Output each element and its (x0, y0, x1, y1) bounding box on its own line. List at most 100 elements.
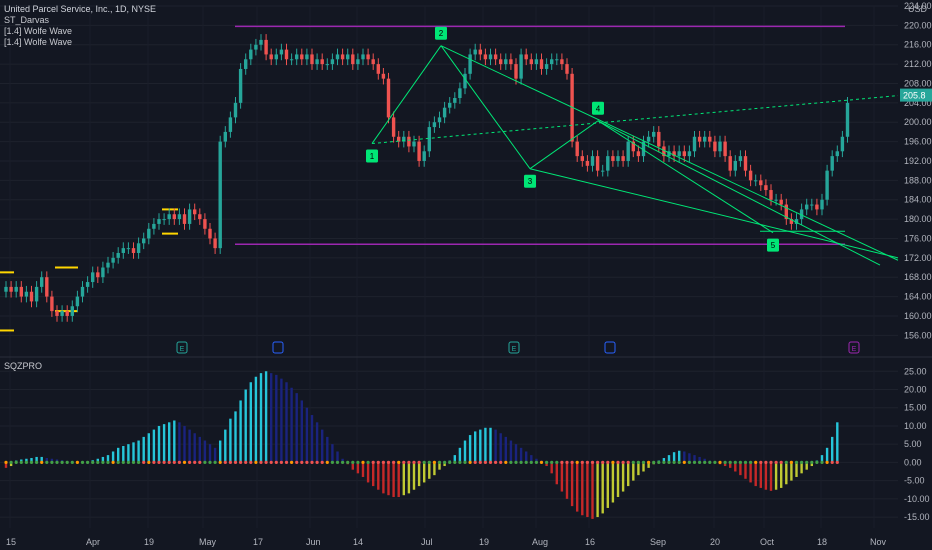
sqz-dot (703, 460, 707, 464)
sqz-dot (218, 460, 222, 464)
candle-body (601, 170, 605, 172)
candle-body (754, 180, 758, 182)
time-tick-label: 16 (585, 537, 595, 547)
sqz-dot (631, 460, 635, 464)
sqz-dot (504, 460, 508, 464)
time-tick-label: 19 (479, 537, 489, 547)
sqz-dot (305, 460, 309, 464)
candle-body (213, 238, 217, 249)
wolfe-leg (440, 45, 531, 170)
sqz-dot (75, 460, 79, 464)
sqz-dot (19, 460, 23, 464)
sqz-dot (677, 460, 681, 464)
candle-body (193, 209, 197, 215)
sqz-dot (177, 460, 181, 464)
sqz-dot (453, 460, 457, 464)
indicator-label-wolfe-2[interactable]: [1.4] Wolfe Wave (4, 37, 73, 47)
candle-body (9, 286, 13, 292)
sqz-dot (794, 460, 799, 464)
candle-body (422, 151, 426, 161)
candle-body (621, 156, 625, 161)
price-axis[interactable]: 224.00 220.00 216.00 212.00 208.00 204.00 200.… (904, 1, 932, 340)
candle-body (75, 296, 80, 307)
time-tick-label: 15 (6, 537, 16, 547)
sqz-dot (126, 460, 130, 464)
sqz-axis[interactable]: 25.00 20.00 15.00 10.00 5.00 0.00 -5.00 -10.00 -… (904, 366, 930, 522)
candle-body (397, 136, 401, 142)
price-tick-label: 204.00 (904, 98, 932, 108)
darvas-boxes (0, 25, 845, 332)
time-tick-label: Nov (870, 537, 887, 547)
sqz-dot (590, 460, 595, 464)
earnings-marker-label: E (512, 346, 517, 353)
chart-legend: United Parcel Service, Inc., 1D, NYSE ST… (4, 4, 156, 48)
candle-body (595, 156, 600, 171)
candle-body (218, 141, 222, 249)
candle-body (759, 180, 763, 186)
sqz-dot (9, 460, 13, 464)
time-tick-label: 18 (817, 537, 827, 547)
time-tick-label: Oct (760, 537, 775, 547)
sqz-dot (315, 460, 319, 464)
candle-body (187, 209, 192, 224)
sqz-dot (239, 460, 243, 464)
sqz-dot (111, 460, 115, 464)
candle-body (391, 117, 396, 137)
candle-body (830, 156, 834, 171)
candle-body (606, 156, 610, 171)
sqz-dot (96, 460, 100, 464)
sqz-dot (779, 460, 783, 464)
candle-body (565, 64, 569, 74)
wolfe-channel-upper (440, 45, 899, 261)
indicator-label-wolfe-1[interactable]: [1.4] Wolfe Wave (4, 26, 73, 36)
candle-body (703, 136, 707, 142)
candle-body (626, 141, 630, 161)
candle-body (743, 156, 748, 171)
currency-label: USD (908, 4, 928, 14)
symbol-title[interactable]: United Parcel Service, Inc., 1D, NYSE (4, 4, 157, 14)
sqz-dot (769, 460, 773, 464)
candle-body (203, 219, 207, 229)
sqz-dot (35, 460, 39, 464)
indicator-label-darvas[interactable]: ST_Darvas (4, 15, 50, 25)
candle-body (325, 64, 329, 66)
sqz-dot (65, 460, 69, 464)
candle-body (80, 286, 85, 297)
sqz-dot (14, 460, 18, 464)
candle-body (106, 262, 110, 268)
wolfe-point-label: 5 (771, 241, 776, 250)
sqz-dot (596, 460, 600, 464)
candle-body (820, 199, 824, 210)
sqz-dot (606, 460, 610, 464)
price-tick-label: 184.00 (904, 195, 932, 205)
sqz-dot (483, 460, 487, 464)
candle-body (65, 311, 69, 316)
sqz-dot (529, 460, 533, 464)
event-marker (604, 341, 616, 354)
sqz-dot (254, 460, 258, 464)
candle-body (662, 146, 666, 157)
price-tick-label: 180.00 (904, 214, 932, 224)
sqz-tick-label: 20.00 (904, 385, 927, 395)
wolfe-leg (529, 120, 599, 170)
candle-body (330, 59, 335, 65)
sqz-dot (570, 460, 574, 464)
candle-body (840, 136, 845, 152)
candle-body (611, 156, 615, 161)
sqz-dot (601, 460, 605, 464)
time-axis[interactable]: 15 Apr 19 May 17 Jun 14 Jul 19 Aug 16 Sep 20 Oct 18 Nov (6, 537, 887, 547)
candle-body (346, 54, 350, 60)
candle-body (386, 78, 391, 118)
candle-body (560, 59, 564, 65)
sqz-dot (835, 460, 839, 464)
candle-body (244, 59, 248, 69)
candle-body (810, 204, 814, 206)
candle-body (116, 252, 120, 258)
candle-body (238, 68, 243, 103)
sqz-dot (682, 460, 686, 464)
wolfe-point-label: 2 (439, 29, 444, 38)
event-marker (272, 341, 284, 354)
candle-body (442, 107, 447, 118)
sqzpro-label[interactable]: SQZPRO (4, 361, 43, 371)
